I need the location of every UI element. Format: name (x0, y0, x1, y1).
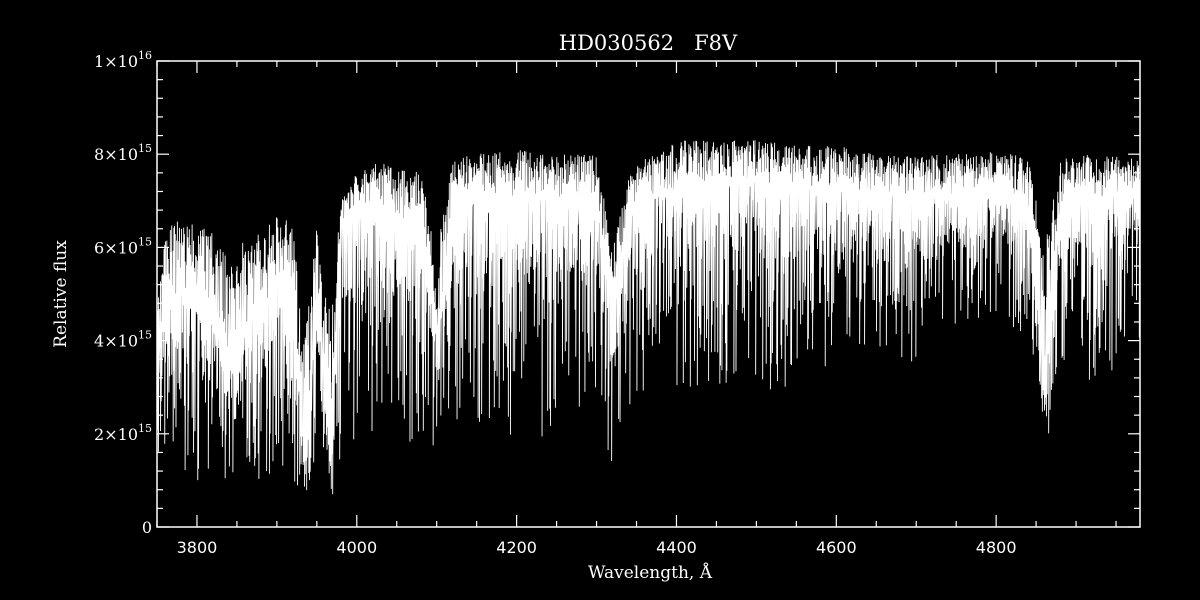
y-axis: 0 2×1015 4×1015 6×1015 8×1015 1×1016 (94, 49, 1140, 537)
spectrum-series (156, 140, 1141, 495)
y-tick-label: 6×1015 (94, 235, 152, 257)
x-tick-label: 4400 (656, 538, 697, 557)
x-tick-label: 3800 (177, 538, 218, 557)
y-tick-label: 2×1015 (94, 422, 152, 444)
y-tick-label: 0 (142, 518, 152, 537)
y-tick-label: 4×1015 (94, 329, 152, 351)
x-tick-label: 4800 (976, 538, 1017, 557)
y-axis-label: Relative flux (51, 240, 71, 348)
y-tick-label: 1×1016 (94, 49, 152, 71)
x-tick-label: 4200 (496, 538, 537, 557)
spectrum-line (156, 140, 1141, 495)
plot-area: 3800 4000 4200 4400 4600 4800 0 2×1015 4×1015 6×… (94, 49, 1141, 557)
plot-frame (156, 60, 1141, 528)
x-axis: 3800 4000 4200 4400 4600 4800 (156, 61, 1117, 557)
x-tick-label: 4000 (336, 538, 377, 557)
x-axis-label: Wavelength, Å (588, 562, 713, 583)
x-tick-label: 4600 (816, 538, 857, 557)
chart-title: HD030562 F8V (559, 31, 738, 55)
y-tick-label: 8×1015 (94, 142, 152, 164)
